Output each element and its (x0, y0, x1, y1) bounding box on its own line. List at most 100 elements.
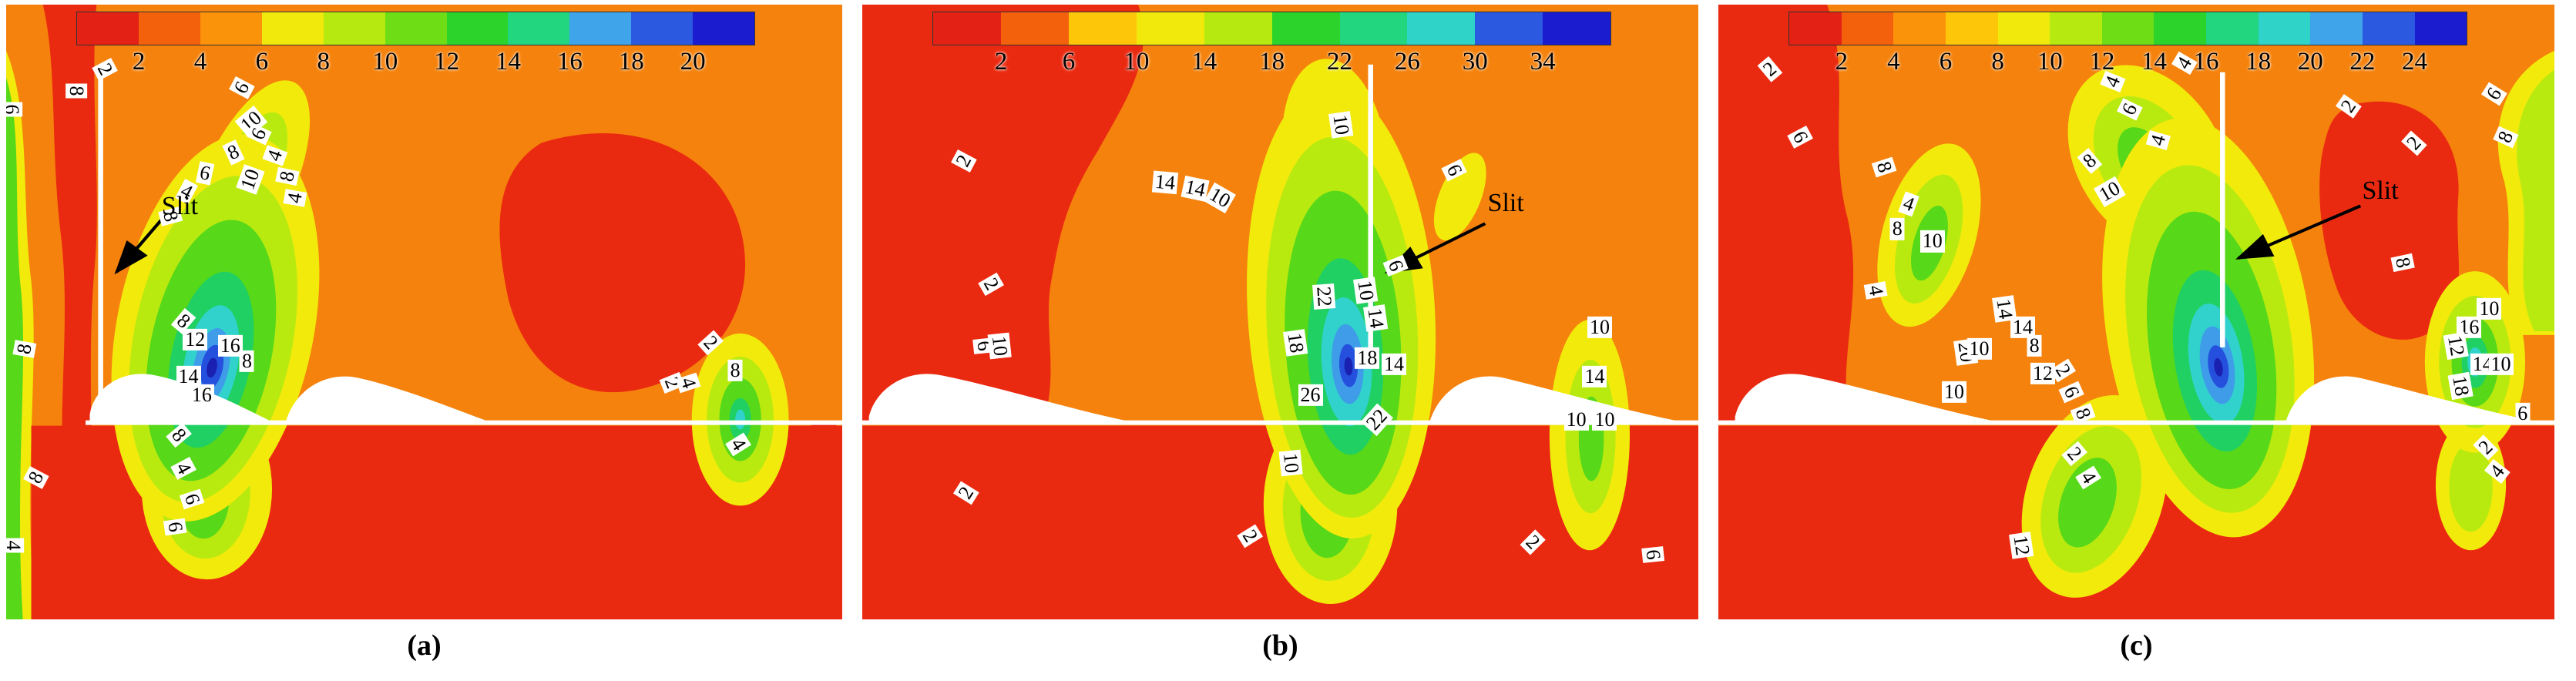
contour-label: 14 (1382, 353, 1407, 375)
colorbar-segment (693, 12, 755, 45)
slit-label: Slit (1487, 189, 1524, 218)
colorbar-segment (1893, 12, 1946, 45)
colorbar-tick: 22 (2349, 48, 2376, 75)
colorbar-tick: 4 (193, 48, 207, 75)
contour-label: 8 (2493, 126, 2519, 148)
contour-label: 10 (1328, 110, 1353, 139)
colorbar-segment (323, 12, 385, 45)
colorbar-tick: 8 (317, 48, 331, 75)
contour-label: 2 (2400, 130, 2427, 156)
colorbar-tick: 18 (2245, 48, 2272, 75)
colorbar-segment (1271, 12, 1340, 45)
colorbar-segment (1136, 12, 1204, 45)
contour-label: 6 (195, 161, 215, 186)
contour-label: 6 (2515, 402, 2531, 424)
contour-label: 8 (2077, 148, 2103, 175)
contour-label: 14 (1151, 170, 1178, 195)
colorbar-segment (261, 12, 324, 45)
contour-label: 18 (1282, 329, 1308, 357)
contour-label: 10 (1204, 183, 1237, 214)
colorbar-segment (1204, 12, 1272, 45)
midright-red-region (2319, 101, 2459, 340)
contour-label: 8 (2390, 253, 2415, 273)
contour-label: 6 (2058, 381, 2084, 404)
contour-label: 2 (978, 272, 1005, 297)
colorbar-segment (933, 12, 1002, 45)
contour-label: 22 (1361, 403, 1394, 436)
panel-caption-a: (a) (407, 629, 442, 662)
colorbar-tick: 24 (2401, 48, 2427, 75)
contour-label: 18 (2447, 371, 2474, 400)
colorbar-segment (1001, 12, 1069, 45)
contour-label: 4 (1863, 281, 1888, 300)
contour-label: 10 (1941, 381, 1966, 403)
colorbar-segment (139, 12, 200, 45)
colorbar-tick: 22 (1327, 48, 1353, 75)
colorbar-c (1788, 12, 2468, 45)
slit-line (1368, 64, 1373, 347)
colorbar-tick: 8 (1991, 48, 2004, 75)
colorbar-tick: 6 (255, 48, 269, 75)
contour-label: 10 (1592, 408, 1617, 431)
colorbar-segment (2101, 12, 2155, 45)
contour-label: 8 (2070, 402, 2096, 424)
contour-label: 8 (727, 359, 743, 381)
contour-label: 10 (2477, 298, 2502, 320)
contour-label: 10 (1966, 337, 1992, 361)
colorbar-segment (2154, 12, 2207, 45)
contour-label: 10 (1919, 230, 1945, 253)
colorbar-tick: 20 (680, 48, 706, 75)
colorbar-tick: 26 (1394, 48, 1420, 75)
colorbar-segment (631, 12, 694, 45)
contour-label: 2 (1237, 524, 1264, 548)
colorbar-segment (1997, 12, 2050, 45)
colorbar-tick: 14 (1191, 48, 1217, 75)
colorbar-b (932, 12, 1612, 45)
airfoil-1 (89, 374, 276, 424)
contour-label: 10 (2488, 353, 2514, 375)
contour-label: 4 (725, 432, 752, 457)
colorbar-segment (1475, 12, 1543, 45)
colorbar-tick: 14 (2141, 48, 2167, 75)
colorbar-segment (2310, 12, 2363, 45)
colorbar-tick: 10 (2037, 48, 2063, 75)
contour-label: 8 (23, 466, 49, 490)
contour-label: 2 (2336, 93, 2363, 119)
contour-label: 12 (183, 328, 208, 351)
main-plume (1247, 86, 1436, 538)
main-plume (2102, 118, 2315, 538)
colorbar-segment (569, 12, 632, 45)
airfoil-1 (868, 374, 1140, 424)
colorbar-segment (2050, 12, 2102, 45)
contour-label: 6 (1441, 159, 1468, 183)
contour-label: 22 (1312, 283, 1336, 310)
colorbar-tick: 12 (2089, 48, 2115, 75)
colorbar-tick: 30 (1462, 48, 1488, 75)
contour-label: 12 (2030, 362, 2055, 384)
contour-labels-c: 2684810446481020101414812102682412268281… (1718, 5, 2554, 619)
contour-label: 6 (163, 518, 187, 536)
contour-label: 4 (2484, 459, 2511, 485)
colorbar-ticks-c: 2 4 6 8 10 12 14 16 18 20 22 24 (1789, 48, 2467, 82)
slit-line (2220, 72, 2225, 347)
contour-label: 14 (176, 365, 201, 387)
contour-label: 4 (2145, 129, 2171, 150)
slit-label: Slit (161, 192, 199, 221)
contour-label: 8 (274, 167, 300, 186)
contour-label: 8 (222, 139, 245, 166)
contour-label: 16 (189, 384, 214, 406)
right-column (1549, 319, 1631, 551)
contour-label: 16 (217, 334, 243, 357)
contour-label: 8 (12, 340, 37, 358)
contour-label: 8 (2027, 334, 2042, 357)
colorbar-tick: 34 (1530, 48, 1556, 75)
colorbar-segment (2206, 12, 2259, 45)
colorbar-segment (1069, 12, 1137, 45)
contour-label: 8 (239, 350, 254, 372)
contour-label: 8 (1889, 218, 1905, 240)
wall-baseline (1718, 420, 2554, 425)
